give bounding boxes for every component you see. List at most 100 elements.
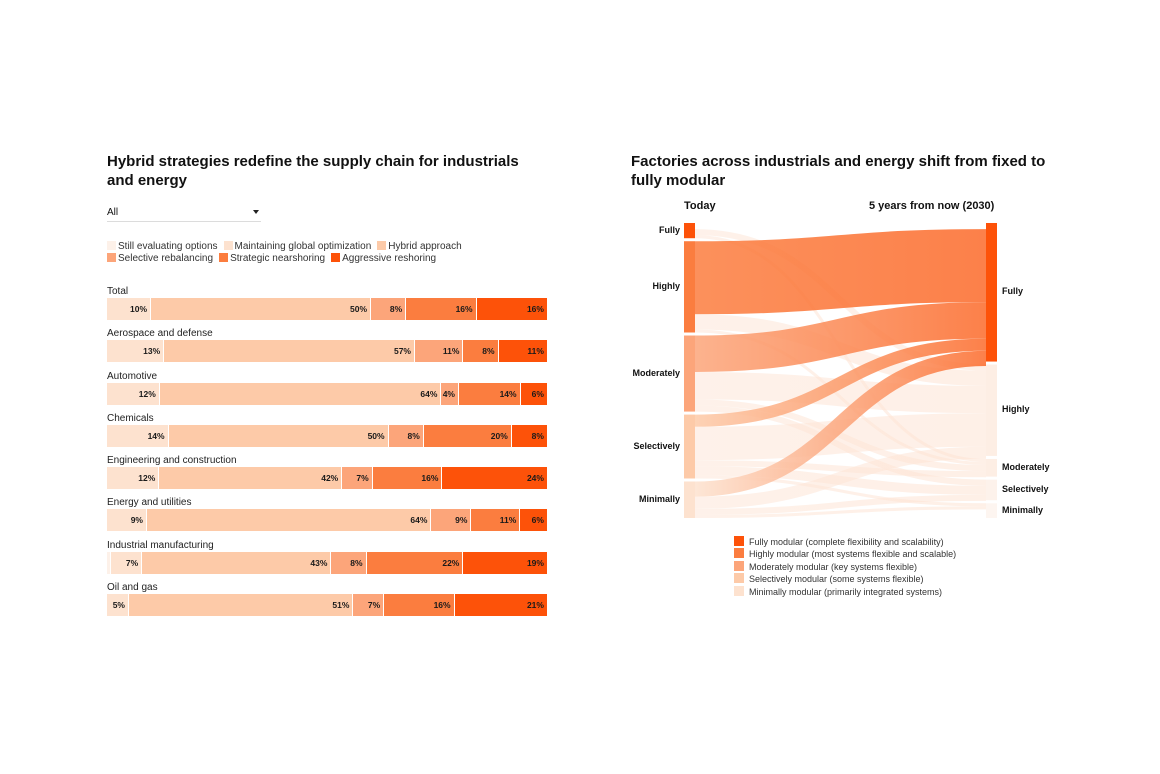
sankey-nodes: [684, 223, 997, 518]
stacked-bar: 14% 50% 8% 20% 8%: [107, 424, 547, 447]
segment-value-label: 6%: [531, 388, 544, 399]
bar-segment[interactable]: 8%: [388, 424, 424, 447]
bar-segment[interactable]: 14%: [458, 382, 521, 405]
legend-swatch: [331, 253, 341, 262]
node-label-2030: Moderately: [1002, 461, 1050, 472]
sankey-links: [694, 222, 987, 518]
legend-swatch: [223, 241, 233, 250]
sankey-node-today[interactable]: [684, 223, 695, 239]
sankey-chart: [684, 222, 997, 518]
bar-segment[interactable]: 8%: [511, 424, 547, 447]
bar-segment[interactable]: 11%: [498, 340, 547, 363]
bar-segment[interactable]: 7%: [353, 594, 385, 617]
legend-swatch: [377, 241, 387, 250]
bar-segment[interactable]: 42%: [159, 467, 343, 490]
bar-segment[interactable]: 11%: [471, 509, 521, 532]
bar-segment[interactable]: 8%: [331, 551, 367, 574]
bar-segment[interactable]: 64%: [159, 382, 442, 405]
legend-label: Still evaluating options: [118, 241, 218, 252]
chevron-down-icon: [253, 210, 259, 214]
segment-value-label: 50%: [349, 304, 367, 314]
sankey-link[interactable]: [694, 413, 987, 461]
bar-row-label: Energy and utilities: [107, 497, 192, 509]
sankey-node-2030[interactable]: [986, 479, 997, 501]
bar-segment[interactable]: 20%: [423, 424, 512, 447]
bar-segment[interactable]: 21%: [454, 594, 547, 617]
bar-segment[interactable]: 8%: [371, 298, 407, 320]
bar-segment[interactable]: 6%: [520, 509, 547, 532]
bar-segment[interactable]: 50%: [168, 424, 389, 447]
legend-item: Highly modular (most systems flexible an…: [734, 548, 956, 560]
segment-value-label: 10%: [129, 304, 147, 314]
bar-segment[interactable]: 64%: [147, 509, 432, 532]
sankey-node-2030[interactable]: [986, 364, 997, 456]
bar-segment[interactable]: 14%: [107, 424, 169, 447]
bar-segment[interactable]: 13%: [107, 340, 165, 363]
sankey-link[interactable]: [694, 302, 987, 373]
bar-segment[interactable]: 10%: [107, 298, 151, 320]
sankey-link[interactable]: [694, 350, 987, 497]
sankey-node-today[interactable]: [684, 414, 695, 479]
bar-segment[interactable]: 8%: [463, 340, 499, 363]
segment-value-label: 42%: [321, 473, 339, 484]
bar-segment[interactable]: 11%: [414, 340, 464, 363]
sankey-node-today[interactable]: [684, 335, 695, 412]
segment-value-label: 16%: [455, 304, 473, 314]
segment-value-label: 8%: [389, 304, 403, 314]
legend-item: Still evaluating options: [107, 241, 218, 253]
sankey-link[interactable]: [694, 372, 987, 414]
bar-segment[interactable]: 12%: [107, 382, 160, 405]
sankey-node-today[interactable]: [684, 241, 695, 333]
bar-segment[interactable]: 50%: [151, 298, 371, 320]
bar-row-label: Chemicals: [107, 412, 154, 424]
sankey-link[interactable]: [694, 446, 987, 509]
segment-value-label: 19%: [526, 557, 544, 568]
bar-segment[interactable]: 12%: [107, 467, 160, 490]
legend-label: Selective rebalancing: [118, 253, 214, 264]
bar-segment[interactable]: 7%: [111, 551, 143, 574]
sankey-node-2030[interactable]: [986, 503, 997, 518]
bar-row-label: Oil and gas: [107, 582, 158, 594]
bar-row-label: Engineering and construction: [107, 455, 237, 467]
segment-value-label: 16%: [421, 473, 439, 484]
sankey-link[interactable]: [694, 338, 987, 427]
legend-item: Selectively modular (some systems flexib…: [734, 573, 956, 585]
bar-segment[interactable]: 16%: [384, 594, 455, 617]
industry-filter-dropdown[interactable]: All: [107, 207, 261, 222]
bar-segment[interactable]: 24%: [442, 467, 547, 490]
bar-segment[interactable]: 43%: [142, 551, 332, 574]
segment-value-label: 21%: [526, 600, 544, 611]
sankey-link[interactable]: [694, 506, 987, 518]
bar-segment[interactable]: 57%: [164, 340, 415, 363]
node-label-2030: Minimally: [1002, 504, 1044, 515]
bar-segment[interactable]: 9%: [431, 509, 472, 532]
legend-swatch: [219, 253, 229, 262]
bar-segment[interactable]: 7%: [342, 467, 373, 490]
bar-segment[interactable]: 19%: [463, 551, 547, 574]
legend-label: Selectively modular (some systems flexib…: [749, 574, 924, 585]
sankey-link[interactable]: [694, 494, 987, 515]
sankey-node-2030[interactable]: [986, 458, 997, 477]
right-chart-title: Factories across industrials and energy …: [631, 153, 1046, 189]
sankey-link[interactable]: [694, 229, 987, 315]
bar-segment[interactable]: 51%: [129, 594, 354, 617]
sankey-node-today[interactable]: [684, 481, 695, 518]
bar-segment[interactable]: 22%: [366, 551, 464, 574]
segment-value-label: 14%: [147, 430, 165, 441]
node-label-today: Highly: [652, 280, 680, 291]
bar-segment[interactable]: 16%: [476, 298, 547, 320]
segment-value-label: 8%: [482, 346, 495, 357]
bar-segment[interactable]: 16%: [406, 298, 477, 320]
sankey-node-2030[interactable]: [986, 223, 997, 362]
bar-segment[interactable]: 6%: [520, 382, 547, 405]
bar-segment[interactable]: 4%: [441, 382, 459, 405]
legend-label: Fully modular (complete flexibility and …: [749, 537, 944, 547]
segment-value-label: 9%: [455, 515, 468, 526]
today-column-header: Today: [684, 200, 716, 212]
bar-segment[interactable]: 9%: [107, 509, 147, 532]
sankey-link[interactable]: [694, 460, 987, 478]
bar-segment[interactable]: 5%: [107, 594, 129, 617]
bar-segment[interactable]: 16%: [372, 467, 443, 490]
bar-segment[interactable]: [107, 551, 112, 574]
left-chart-title: Hybrid strategies redefine the supply ch…: [107, 153, 519, 189]
